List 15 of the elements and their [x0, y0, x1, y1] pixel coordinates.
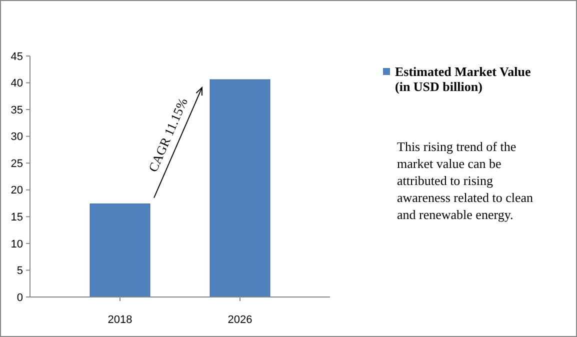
annotation: CAGR 11.15%: [145, 96, 191, 174]
y-tick-label: 0: [16, 292, 23, 304]
y-tick-label: 10: [10, 238, 23, 250]
x-tick-label: 2018: [108, 314, 132, 326]
text: This rising trend of the market value can be attributed to rising awareness related to clean and renewable energy.: [397, 139, 534, 222]
legend-label: Estimated Market Value (in USD billion): [395, 64, 531, 94]
y-tick-label: 25: [10, 158, 23, 170]
y-tick-label: 40: [10, 78, 23, 90]
y-tick-label: 30: [10, 131, 23, 144]
y-tick-label: 5: [16, 265, 23, 278]
y-tick-label: 20: [10, 184, 23, 197]
y-tick-label: 45: [10, 50, 23, 63]
x-tick-label: 2026: [228, 314, 252, 326]
y-tick-label: 35: [10, 104, 23, 116]
y-tick-label: 15: [10, 212, 23, 224]
